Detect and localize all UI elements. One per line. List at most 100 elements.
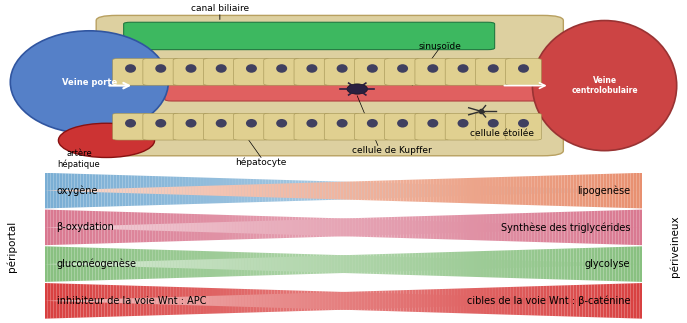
Polygon shape: [313, 293, 317, 309]
Polygon shape: [520, 213, 523, 242]
Polygon shape: [511, 297, 514, 305]
Polygon shape: [153, 224, 155, 231]
Polygon shape: [585, 189, 589, 192]
Polygon shape: [328, 219, 332, 236]
Polygon shape: [308, 183, 311, 199]
Polygon shape: [89, 211, 93, 244]
Polygon shape: [383, 181, 385, 201]
Polygon shape: [520, 297, 523, 305]
Polygon shape: [505, 177, 508, 204]
Polygon shape: [323, 255, 326, 274]
Polygon shape: [242, 215, 245, 239]
Polygon shape: [263, 184, 266, 197]
Polygon shape: [562, 225, 565, 230]
Polygon shape: [332, 292, 335, 309]
Polygon shape: [122, 225, 125, 230]
Polygon shape: [263, 221, 266, 234]
Polygon shape: [295, 290, 299, 311]
Polygon shape: [170, 287, 173, 315]
Polygon shape: [93, 263, 95, 266]
Polygon shape: [248, 258, 251, 270]
Polygon shape: [636, 173, 640, 208]
Polygon shape: [583, 285, 585, 317]
Polygon shape: [176, 187, 179, 195]
Polygon shape: [293, 293, 295, 308]
Polygon shape: [284, 254, 286, 275]
Polygon shape: [313, 181, 317, 201]
FancyBboxPatch shape: [415, 113, 451, 140]
Polygon shape: [308, 291, 311, 311]
Polygon shape: [466, 259, 469, 269]
Polygon shape: [239, 258, 242, 270]
Polygon shape: [559, 188, 562, 193]
Polygon shape: [194, 214, 197, 241]
Polygon shape: [153, 176, 155, 205]
Polygon shape: [361, 219, 364, 236]
Polygon shape: [613, 226, 616, 228]
Polygon shape: [200, 251, 203, 277]
Polygon shape: [364, 255, 368, 274]
Polygon shape: [63, 264, 65, 265]
Polygon shape: [478, 259, 481, 269]
Polygon shape: [179, 250, 182, 278]
Polygon shape: [197, 223, 200, 232]
Polygon shape: [412, 294, 415, 308]
Polygon shape: [170, 213, 173, 242]
Polygon shape: [481, 259, 484, 269]
Polygon shape: [594, 263, 598, 266]
Polygon shape: [286, 294, 290, 308]
Polygon shape: [451, 258, 454, 270]
Polygon shape: [529, 261, 532, 267]
Polygon shape: [559, 212, 562, 243]
Polygon shape: [221, 185, 224, 196]
Polygon shape: [164, 176, 167, 205]
Polygon shape: [140, 224, 144, 230]
Polygon shape: [75, 190, 78, 192]
Polygon shape: [472, 222, 475, 233]
Polygon shape: [517, 176, 520, 205]
Polygon shape: [56, 300, 60, 301]
Polygon shape: [352, 292, 355, 309]
Polygon shape: [433, 253, 436, 276]
Polygon shape: [585, 262, 589, 266]
Polygon shape: [445, 185, 448, 196]
Polygon shape: [576, 212, 580, 243]
Polygon shape: [161, 176, 164, 205]
Polygon shape: [102, 285, 104, 317]
Polygon shape: [135, 175, 137, 206]
Polygon shape: [421, 257, 424, 271]
Polygon shape: [54, 173, 56, 208]
Polygon shape: [197, 214, 200, 241]
Polygon shape: [135, 298, 137, 304]
Polygon shape: [490, 287, 493, 314]
Polygon shape: [622, 210, 624, 245]
Polygon shape: [224, 178, 227, 203]
Polygon shape: [547, 224, 550, 230]
Polygon shape: [401, 220, 403, 234]
Polygon shape: [95, 189, 98, 192]
Polygon shape: [517, 213, 520, 242]
Polygon shape: [248, 221, 251, 234]
Polygon shape: [397, 220, 401, 235]
Polygon shape: [89, 174, 93, 207]
Polygon shape: [149, 286, 153, 316]
Polygon shape: [176, 287, 179, 315]
Polygon shape: [332, 255, 335, 273]
Polygon shape: [290, 257, 293, 272]
Polygon shape: [553, 286, 556, 316]
Polygon shape: [436, 216, 439, 239]
Polygon shape: [368, 181, 370, 200]
Polygon shape: [84, 211, 87, 244]
Polygon shape: [95, 226, 98, 229]
Polygon shape: [203, 296, 206, 306]
Polygon shape: [463, 185, 466, 196]
Polygon shape: [185, 186, 188, 195]
Polygon shape: [164, 297, 167, 305]
Polygon shape: [93, 189, 95, 192]
Polygon shape: [125, 188, 128, 193]
Polygon shape: [424, 216, 427, 239]
Polygon shape: [556, 262, 559, 267]
Polygon shape: [598, 247, 600, 281]
Polygon shape: [293, 180, 295, 201]
Polygon shape: [209, 186, 212, 196]
